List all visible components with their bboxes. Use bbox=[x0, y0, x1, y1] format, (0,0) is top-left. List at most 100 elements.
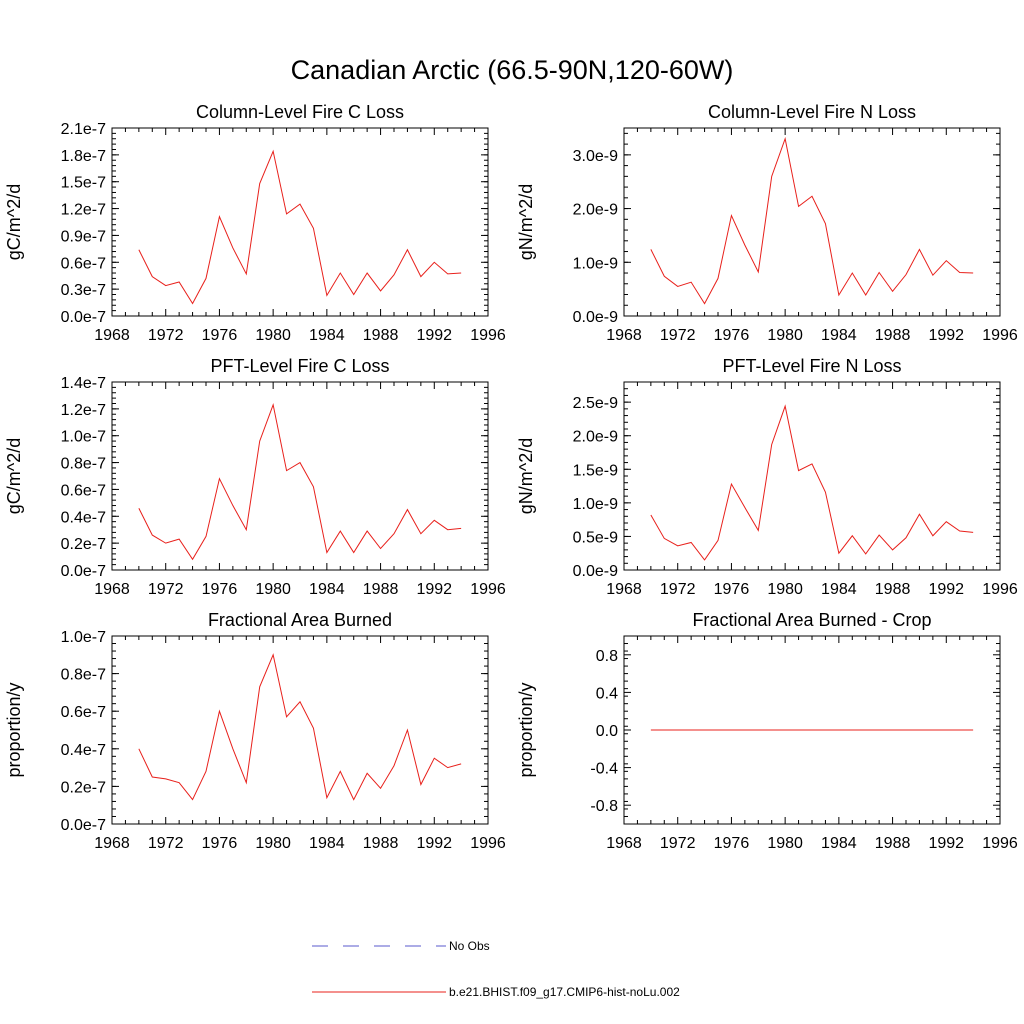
series-line bbox=[138, 653, 462, 801]
x-tick-label: 1984 bbox=[309, 327, 345, 344]
plot-frame bbox=[111, 127, 489, 317]
y-tick-label: 0.6e-7 bbox=[61, 704, 106, 721]
legend: No Obs b.e21.BHIST.f09_g17.CMIP6-hist-noL… bbox=[312, 939, 680, 999]
x-tick-label: 1980 bbox=[767, 581, 803, 598]
x-tick-label: 1996 bbox=[982, 581, 1018, 598]
x-tick-label: 1972 bbox=[660, 581, 696, 598]
y-axis-label: gN/m^2/d bbox=[516, 184, 536, 260]
y-tick-label: 0.4e-7 bbox=[61, 509, 106, 526]
y-axis-label: gC/m^2/d bbox=[4, 184, 24, 260]
chart-panel: 1968 1972 1976 1980 1984 1988 1992 1996 0.0e-9 1.… bbox=[516, 102, 1018, 344]
y-tick-label: 0.0e-9 bbox=[573, 563, 618, 580]
x-tick-label: 1988 bbox=[875, 327, 911, 344]
x-tick-label: 1992 bbox=[928, 581, 964, 598]
x-tick-label: 1968 bbox=[606, 581, 642, 598]
y-tick-label: 1.0e-9 bbox=[573, 255, 618, 272]
x-tick-label: 1980 bbox=[767, 835, 803, 852]
x-tick-label: 1984 bbox=[821, 581, 857, 598]
x-tick-label: 1968 bbox=[94, 835, 130, 852]
series-line bbox=[650, 404, 974, 561]
y-tick-label: 1.5e-7 bbox=[61, 175, 106, 192]
panel-title: Fractional Area Burned - Crop bbox=[692, 610, 931, 630]
y-tick-label: -0.4 bbox=[590, 761, 618, 778]
y-tick-label: 1.4e-7 bbox=[61, 375, 106, 392]
x-tick-label: 1984 bbox=[309, 581, 345, 598]
x-tick-label: 1996 bbox=[982, 327, 1018, 344]
x-tick-label: 1976 bbox=[714, 835, 750, 852]
y-tick-label: 0.0e-9 bbox=[573, 309, 618, 326]
legend-item: b.e21.BHIST.f09_g17.CMIP6-hist-noLu.002 bbox=[312, 985, 680, 999]
y-tick-label: 0.8e-7 bbox=[61, 456, 106, 473]
x-tick-label: 1976 bbox=[202, 327, 238, 344]
x-tick-label: 1968 bbox=[606, 835, 642, 852]
y-tick-label: 1.8e-7 bbox=[61, 148, 106, 165]
y-tick-label: 2.5e-9 bbox=[573, 395, 618, 412]
x-tick-label: 1988 bbox=[875, 835, 911, 852]
panel-title: Column-Level Fire N Loss bbox=[708, 102, 916, 122]
chart-panel: 1968 1972 1976 1980 1984 1988 1992 1996 0.0e-7 0.… bbox=[4, 102, 506, 344]
y-axis-label: proportion/y bbox=[516, 682, 536, 777]
y-tick-label: 2.0e-9 bbox=[573, 202, 618, 219]
x-tick-label: 1968 bbox=[606, 327, 642, 344]
x-tick-label: 1992 bbox=[928, 835, 964, 852]
panel-title: Fractional Area Burned bbox=[208, 610, 392, 630]
y-tick-label: 0.6e-7 bbox=[61, 255, 106, 272]
y-axis-label: gC/m^2/d bbox=[4, 438, 24, 514]
legend-label: No Obs bbox=[449, 939, 490, 953]
x-tick-label: 1996 bbox=[470, 581, 506, 598]
plot-frame bbox=[623, 381, 1001, 571]
x-tick-label: 1988 bbox=[875, 581, 911, 598]
y-tick-label: 1.0e-9 bbox=[573, 496, 618, 513]
x-tick-label: 1972 bbox=[148, 581, 184, 598]
y-tick-label: 0.0 bbox=[596, 723, 618, 740]
x-tick-label: 1984 bbox=[821, 835, 857, 852]
y-axis-label: proportion/y bbox=[4, 682, 24, 777]
series-line bbox=[138, 403, 462, 561]
x-tick-label: 1988 bbox=[363, 327, 399, 344]
x-tick-label: 1992 bbox=[928, 327, 964, 344]
chart-panels: 1968 1972 1976 1980 1984 1988 1992 1996 0.0e-7 0.… bbox=[4, 102, 1018, 852]
y-tick-label: 1.0e-7 bbox=[61, 629, 106, 646]
x-tick-label: 1992 bbox=[416, 835, 452, 852]
y-axis-label: gN/m^2/d bbox=[516, 438, 536, 514]
y-tick-label: 2.0e-9 bbox=[573, 429, 618, 446]
panel-title: Column-Level Fire C Loss bbox=[196, 102, 404, 122]
y-tick-label: 0.2e-7 bbox=[61, 779, 106, 796]
x-tick-label: 1972 bbox=[148, 327, 184, 344]
x-tick-label: 1980 bbox=[255, 581, 291, 598]
panel-title: PFT-Level Fire C Loss bbox=[210, 356, 389, 376]
y-tick-label: 2.1e-7 bbox=[61, 121, 106, 138]
y-tick-label: 1.2e-7 bbox=[61, 202, 106, 219]
series-line bbox=[650, 136, 974, 305]
x-tick-label: 1980 bbox=[767, 327, 803, 344]
y-tick-label: 0.6e-7 bbox=[61, 482, 106, 499]
y-tick-label: 0.0e-7 bbox=[61, 563, 106, 580]
chart-panel: 1968 1972 1976 1980 1984 1988 1992 1996 0.0e-9 0.… bbox=[516, 356, 1018, 598]
x-tick-label: 1992 bbox=[416, 581, 452, 598]
x-tick-label: 1968 bbox=[94, 327, 130, 344]
y-tick-label: 1.2e-7 bbox=[61, 402, 106, 419]
x-tick-label: 1972 bbox=[660, 327, 696, 344]
y-tick-label: 0.8e-7 bbox=[61, 667, 106, 684]
x-tick-label: 1976 bbox=[714, 581, 750, 598]
x-tick-label: 1984 bbox=[309, 835, 345, 852]
x-tick-label: 1996 bbox=[470, 835, 506, 852]
y-tick-label: 0.9e-7 bbox=[61, 228, 106, 245]
x-tick-label: 1972 bbox=[660, 835, 696, 852]
series-line bbox=[138, 149, 462, 305]
plot-frame bbox=[111, 635, 489, 825]
plot-frame bbox=[623, 127, 1001, 317]
x-tick-label: 1988 bbox=[363, 581, 399, 598]
y-tick-label: 0.0e-7 bbox=[61, 817, 106, 834]
x-tick-label: 1984 bbox=[821, 327, 857, 344]
y-tick-label: 0.5e-9 bbox=[573, 529, 618, 546]
chart-panel: 1968 1972 1976 1980 1984 1988 1992 1996 0.0e-7 0.… bbox=[4, 610, 506, 852]
y-tick-label: 1.0e-7 bbox=[61, 429, 106, 446]
legend-item: No Obs bbox=[312, 939, 490, 953]
y-tick-label: 0.4 bbox=[596, 685, 618, 702]
plot-frame bbox=[111, 381, 489, 571]
y-tick-label: 0.2e-7 bbox=[61, 536, 106, 553]
x-tick-label: 1988 bbox=[363, 835, 399, 852]
y-tick-label: 1.5e-9 bbox=[573, 462, 618, 479]
